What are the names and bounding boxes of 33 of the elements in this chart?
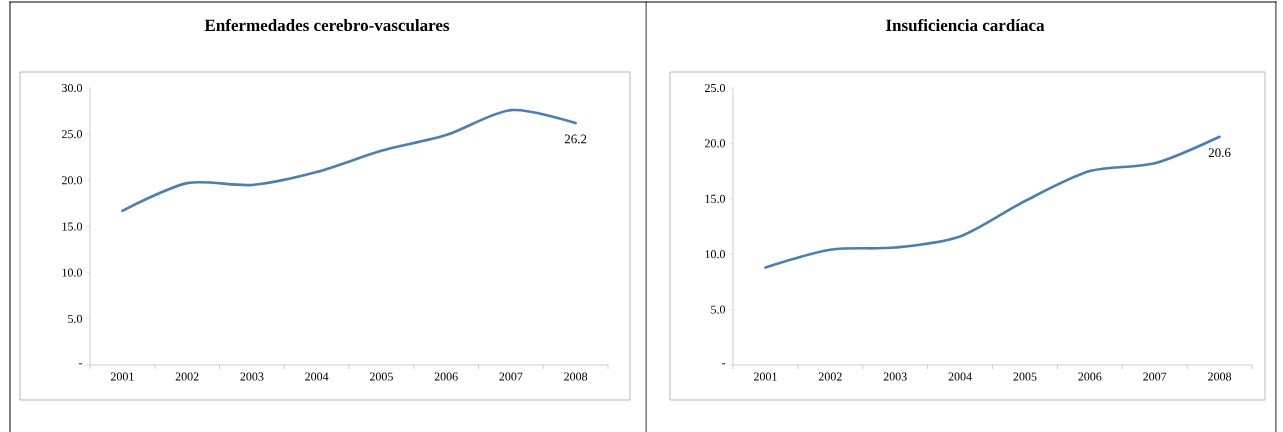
x-tick-label: 2003 [883, 372, 907, 381]
y-tick-label: 25.0 [62, 130, 83, 139]
x-tick-label: 2004 [948, 372, 972, 381]
y-tick-label: - [78, 363, 83, 365]
x-tick-label: 2006 [434, 372, 458, 381]
y-tick-label: 20.0 [62, 176, 83, 185]
y-tick-label: 10.0 [62, 268, 83, 277]
y-tick-label: 25.0 [705, 83, 726, 93]
chart-title: Insuficiencia cardíaca [886, 18, 1045, 32]
x-tick-label: 2008 [1208, 372, 1232, 381]
x-tick-label: 2002 [175, 372, 199, 381]
y-tick-label: 20.0 [705, 139, 726, 148]
y-tick-label: - [721, 363, 726, 365]
y-tick-label: 10.0 [705, 250, 726, 259]
x-tick-label: 2007 [499, 372, 523, 381]
x-tick-label: 2005 [1013, 372, 1037, 381]
y-tick-label: 15.0 [62, 222, 83, 231]
x-tick-label: 2001 [110, 372, 134, 381]
x-tick-label: 2007 [1143, 372, 1167, 381]
x-tick-label: 2004 [305, 372, 329, 381]
x-tick-label: 2008 [564, 372, 588, 381]
y-tick-label: 30.0 [62, 83, 83, 93]
y-tick-label: 15.0 [705, 194, 726, 203]
y-tick-label: 5.0 [711, 305, 726, 314]
x-tick-label: 2003 [240, 372, 264, 381]
x-tick-label: 2001 [753, 372, 777, 381]
data-label: 20.6 [1208, 148, 1231, 158]
y-tick-label: 5.0 [68, 314, 83, 323]
x-tick-label: 2006 [1078, 372, 1102, 381]
chart-title: Enfermedades cerebro-vasculares [204, 18, 450, 32]
data-label: 26.2 [564, 134, 587, 144]
x-tick-label: 2002 [818, 372, 842, 381]
x-tick-label: 2005 [369, 372, 393, 381]
